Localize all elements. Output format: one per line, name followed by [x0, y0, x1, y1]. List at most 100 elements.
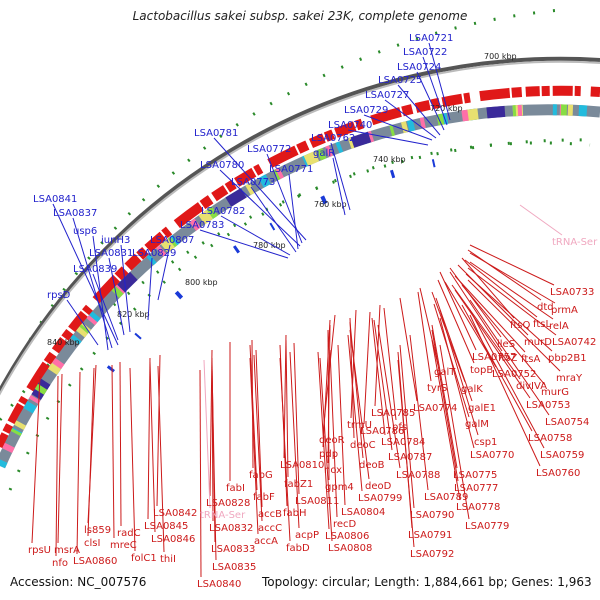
reverse-gene-label: ftsQ	[510, 320, 530, 331]
reverse-gene-connector	[464, 259, 538, 318]
reverse-gene-label: divIVA	[516, 381, 547, 392]
reverse-gene-label: LSA0832	[209, 523, 253, 534]
reverse-gene-label: LSA0787	[388, 452, 432, 463]
reverse-gene-connector	[285, 339, 289, 478]
forward-gene-label: LSA0721	[409, 33, 453, 44]
reverse-gene-label: csp1	[474, 437, 497, 448]
forward-gene-connector	[219, 169, 301, 247]
reverse-gene-label: fabF	[253, 492, 275, 503]
reverse-gene-label: pbp2B1	[548, 353, 587, 364]
forward-gene-connector	[422, 56, 448, 126]
forward-gene-label: LSA0724	[397, 62, 441, 73]
reverse-gene-label: prmA	[551, 305, 578, 316]
forward-gene-label: LSA0807	[150, 235, 194, 246]
gc-inner-arc	[8, 141, 591, 491]
reverse-gene-label: topB	[470, 365, 493, 376]
forward-gene-connector	[384, 99, 437, 139]
reverse-gene-label: gpm4	[325, 482, 354, 493]
reverse-gene-label: LSA0742	[552, 337, 596, 348]
forward-gene-connector	[147, 257, 153, 321]
reverse-gene-connector	[469, 314, 541, 467]
reverse-gene-label: LSA0792	[410, 549, 454, 560]
reverse-gene-connector	[350, 309, 357, 419]
reverse-gene-connector	[454, 275, 526, 353]
forward-gene-connector	[213, 137, 307, 241]
reverse-gene-connector	[337, 344, 346, 506]
forward-gene-connector	[120, 244, 131, 333]
reverse-gene-label: LSA0788	[396, 470, 440, 481]
forward-gene-connector	[428, 42, 451, 121]
reverse-gene-label: deoC	[350, 440, 376, 451]
forward-gene-label: LSA0783	[180, 220, 224, 231]
forward-gene-label: LSA0740	[328, 120, 372, 131]
reverse-gene-connector	[129, 367, 136, 552]
reverse-gene-connector	[439, 317, 475, 449]
reverse-gene-connector	[293, 342, 300, 495]
reverse-gene-label: LSA0759	[540, 450, 584, 461]
reverse-gene-label: LSA0784	[381, 437, 425, 448]
reverse-gene-label: deoD	[365, 481, 392, 492]
trna-connector	[203, 359, 211, 509]
reverse-gene-label: LSA0774	[413, 403, 457, 414]
reverse-gene-label: LSA0835	[212, 562, 256, 573]
reverse-gene-connector	[149, 361, 156, 533]
reverse-gene-connector	[467, 267, 557, 336]
reverse-gene-connector	[157, 365, 165, 553]
reverse-gene-label: mraY	[556, 373, 583, 384]
reverse-gene-label: LSA0811	[295, 496, 339, 507]
position-tick-label: 740 kbp	[373, 155, 406, 164]
reverse-gene-connector	[397, 359, 415, 548]
reverse-gene-label: pfs	[392, 422, 407, 433]
forward-gene-label: iunH3	[101, 235, 130, 246]
reverse-gene-label: LSA0752	[492, 369, 536, 380]
forward-gene-label: LSA0780	[200, 160, 244, 171]
forward-gene-connector	[220, 215, 291, 256]
reverse-gene-connector	[469, 244, 555, 286]
reverse-gene-connector	[119, 361, 122, 527]
reverse-gene-label: fabG	[249, 470, 273, 481]
forward-gene-connector	[92, 273, 119, 341]
reverse-gene-label: ls859	[84, 525, 111, 536]
reverse-gene-connector	[431, 329, 459, 482]
reverse-gene-connector	[439, 271, 477, 351]
reverse-gene-connector	[31, 375, 41, 544]
reverse-gene-label: LSA0846	[151, 534, 195, 545]
forward-gene-label: LSA0839	[73, 264, 117, 275]
position-tick-label: 800 kbp	[185, 278, 218, 287]
reverse-gene-label: LSA0754	[545, 417, 589, 428]
reverse-gene-label: msrA	[54, 545, 80, 556]
reverse-gene-label: LSA0810	[280, 460, 324, 471]
reverse-gene-connector	[465, 273, 553, 352]
forward-gene-connector	[108, 257, 125, 336]
reverse-gene-label: LSA0753	[526, 400, 570, 411]
forward-gene-label: LSA0771	[269, 164, 313, 175]
reverse-gene-label: mreC	[110, 540, 137, 551]
reverse-gene-connector	[399, 297, 418, 402]
forward-gene-label: LSA0772	[247, 144, 291, 155]
reverse-gene-label: fabH	[283, 508, 307, 519]
reverse-gene-connector	[461, 257, 515, 319]
reverse-gene-connector	[349, 329, 370, 480]
accession-text: Accession: NC_007576	[10, 575, 147, 589]
reverse-gene-label: LSA0775	[453, 470, 497, 481]
forward-gene-label: LSA0841	[33, 194, 77, 205]
reverse-gene-label: LSA0770	[470, 450, 514, 461]
reverse-gene-label: galT	[434, 367, 456, 378]
cog-track-indigo	[0, 104, 600, 469]
reverse-gene-connector	[454, 289, 531, 399]
forward-gene-label: usp6	[73, 226, 97, 237]
tick-label-group: 700 kbp 720 kbp 740 kbp 760 kbp 780 kbp 800 k…	[47, 52, 517, 347]
reverse-gene-label: deoB	[359, 460, 385, 471]
reverse-gene-label: LSA0842	[153, 508, 197, 519]
reverse-gene-connector	[249, 344, 258, 491]
reverse-gene-label: LSA0808	[328, 543, 372, 554]
reverse-gene-label: recD	[333, 519, 357, 530]
reverse-gene-connector	[211, 367, 217, 561]
reverse-gene-label: galE1	[468, 403, 496, 414]
reverse-gene-label: LSA0860	[73, 556, 117, 567]
reverse-gene-connector	[431, 324, 458, 469]
forward-gene-label: LSA0727	[365, 90, 409, 101]
reverse-gene-connector	[371, 317, 386, 436]
